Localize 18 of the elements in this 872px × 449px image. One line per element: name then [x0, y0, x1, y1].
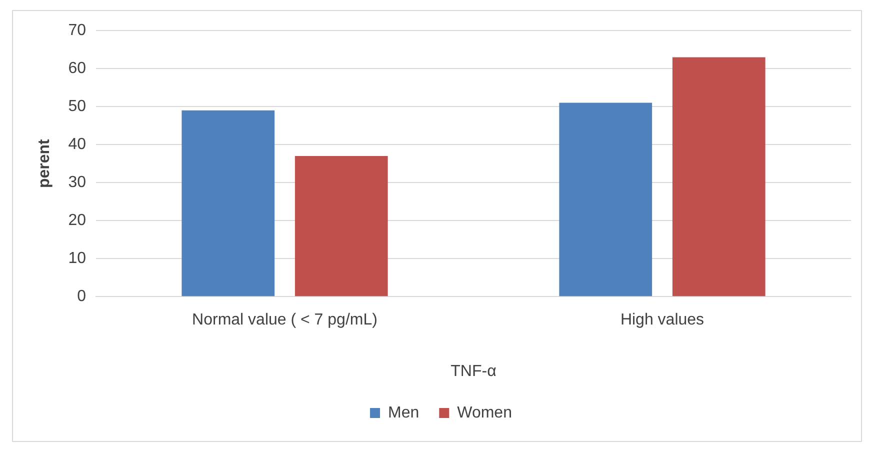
bar: [294, 156, 388, 296]
y-tick-label: 30: [68, 174, 86, 192]
y-tick-label: 20: [68, 212, 86, 230]
y-tick-label: 60: [68, 60, 86, 78]
x-tick-label: Normal value ( < 7 pg/mL): [192, 312, 378, 329]
y-tick-label: 50: [68, 98, 86, 116]
bar: [672, 57, 766, 296]
y-tick-label: 70: [68, 22, 86, 40]
x-tick-label: High values: [620, 312, 704, 329]
legend-label: Men: [388, 404, 420, 422]
bar: [182, 110, 275, 296]
y-tick-label: 0: [77, 288, 86, 306]
y-tick-label: 40: [68, 136, 86, 154]
legend-label: Women: [457, 404, 512, 422]
y-tick-label: 10: [68, 250, 86, 268]
bar: [559, 102, 652, 296]
x-axis-title: TNF-α: [450, 362, 496, 380]
y-axis-title: perent: [36, 138, 54, 188]
